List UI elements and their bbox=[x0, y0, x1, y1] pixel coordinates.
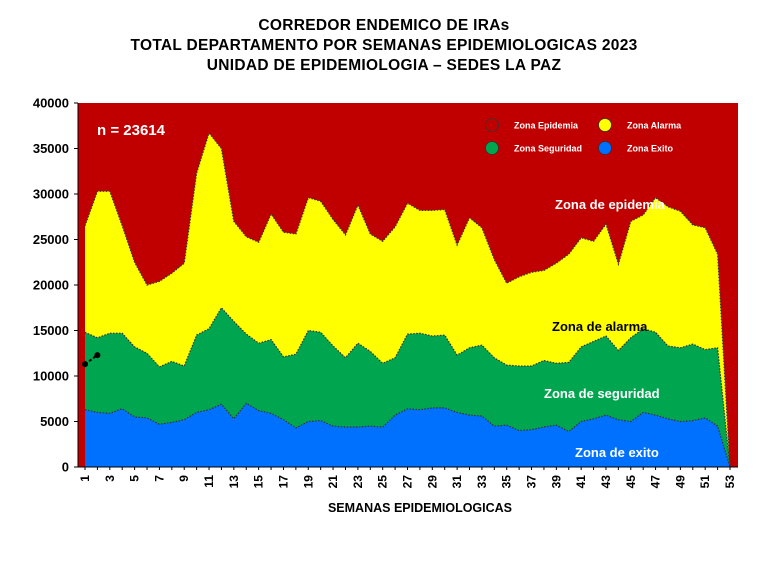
x-tick-label: 37 bbox=[525, 475, 539, 489]
title-line-1: CORREDOR ENDEMICO DE IRAs bbox=[258, 17, 510, 34]
legend-label-zona-exito: Zona Exito bbox=[627, 144, 674, 154]
title-line-3: UNIDAD DE EPIDEMIOLOGIA – SEDES LA PAZ bbox=[206, 57, 562, 74]
axes: 0 5000 10000 15000 20000 25000 30000 35000 40000… bbox=[33, 96, 738, 489]
y-tick-label: 30000 bbox=[33, 187, 69, 202]
x-tick-label: 9 bbox=[177, 475, 191, 482]
zone-label-alarma: Zona de alarma bbox=[552, 319, 648, 334]
x-tick-label: 39 bbox=[549, 475, 563, 489]
x-tick-label: 31 bbox=[450, 475, 464, 489]
y-tick-label: 10000 bbox=[33, 369, 69, 384]
x-tick-label: 3 bbox=[103, 475, 117, 482]
x-tick-label: 11 bbox=[202, 475, 216, 488]
x-tick-label: 17 bbox=[276, 475, 290, 489]
observed-series bbox=[82, 352, 101, 368]
legend-label-zona-alarma: Zona Alarma bbox=[627, 121, 682, 131]
y-tick-label: 5000 bbox=[40, 414, 69, 429]
x-tick-label: 19 bbox=[301, 475, 315, 489]
legend-marker-zona-seguridad bbox=[485, 141, 499, 155]
observed-point bbox=[94, 352, 101, 359]
x-tick-label: 45 bbox=[624, 475, 638, 489]
boundary-zona-exito bbox=[84, 402, 731, 468]
x-axis-label: SEMANAS EPIDEMIOLOGICAS bbox=[328, 501, 512, 515]
zone-label-seguridad: Zona de seguridad bbox=[544, 386, 660, 401]
x-tick-label: 27 bbox=[401, 475, 415, 489]
x-tick-label: 35 bbox=[500, 475, 514, 489]
y-tick-label: 0 bbox=[62, 460, 69, 475]
x-tick-label: 1 bbox=[78, 475, 92, 482]
legend-label-zona-seguridad: Zona Seguridad bbox=[514, 144, 582, 154]
x-tick-label: 15 bbox=[252, 475, 266, 489]
y-tick-label: 20000 bbox=[33, 278, 69, 293]
title-line-2: TOTAL DEPARTAMENTO POR SEMANAS EPIDEMIOL… bbox=[130, 37, 638, 54]
x-tick-label: 13 bbox=[227, 475, 241, 489]
x-tick-label: 51 bbox=[698, 475, 712, 489]
x-tick-label: 33 bbox=[475, 475, 489, 489]
x-tick-label: 7 bbox=[152, 475, 166, 482]
x-tick-label: 5 bbox=[128, 475, 142, 482]
y-tick-label: 35000 bbox=[33, 141, 69, 156]
y-tick-label: 40000 bbox=[33, 96, 69, 111]
x-tick-label: 43 bbox=[599, 475, 613, 489]
y-tick-label: 15000 bbox=[33, 323, 69, 338]
zone-label-exito: Zona de exito bbox=[575, 445, 659, 460]
area-zona-exito bbox=[85, 403, 730, 467]
x-tick-label: 25 bbox=[376, 475, 390, 489]
zone-areas bbox=[84, 131, 731, 468]
boundary-zona-alarma bbox=[84, 131, 731, 468]
y-tick-label: 25000 bbox=[33, 232, 69, 247]
zone-label-epidemia: Zona de epidemia bbox=[555, 197, 666, 212]
legend-marker-zona-alarma bbox=[598, 118, 612, 132]
legend-marker-zona-exito bbox=[598, 141, 612, 155]
x-tick-label: 49 bbox=[673, 475, 687, 489]
x-tick-label: 23 bbox=[351, 475, 365, 489]
x-tick-label: 53 bbox=[723, 475, 737, 489]
x-tick-label: 47 bbox=[649, 475, 663, 489]
x-tick-label: 21 bbox=[326, 475, 340, 489]
x-tick-label: 41 bbox=[574, 475, 588, 489]
observed-point bbox=[82, 361, 88, 368]
x-tick-label: 29 bbox=[425, 475, 439, 489]
legend: Zona Epidemia Zona Alarma Zona Seguridad Zo… bbox=[485, 118, 682, 155]
legend-marker-zona-epidemia bbox=[485, 118, 499, 132]
boundary-zona-seguridad bbox=[84, 306, 731, 468]
n-count-label: n = 23614 bbox=[97, 122, 166, 139]
legend-label-zona-epidemia: Zona Epidemia bbox=[514, 121, 579, 131]
